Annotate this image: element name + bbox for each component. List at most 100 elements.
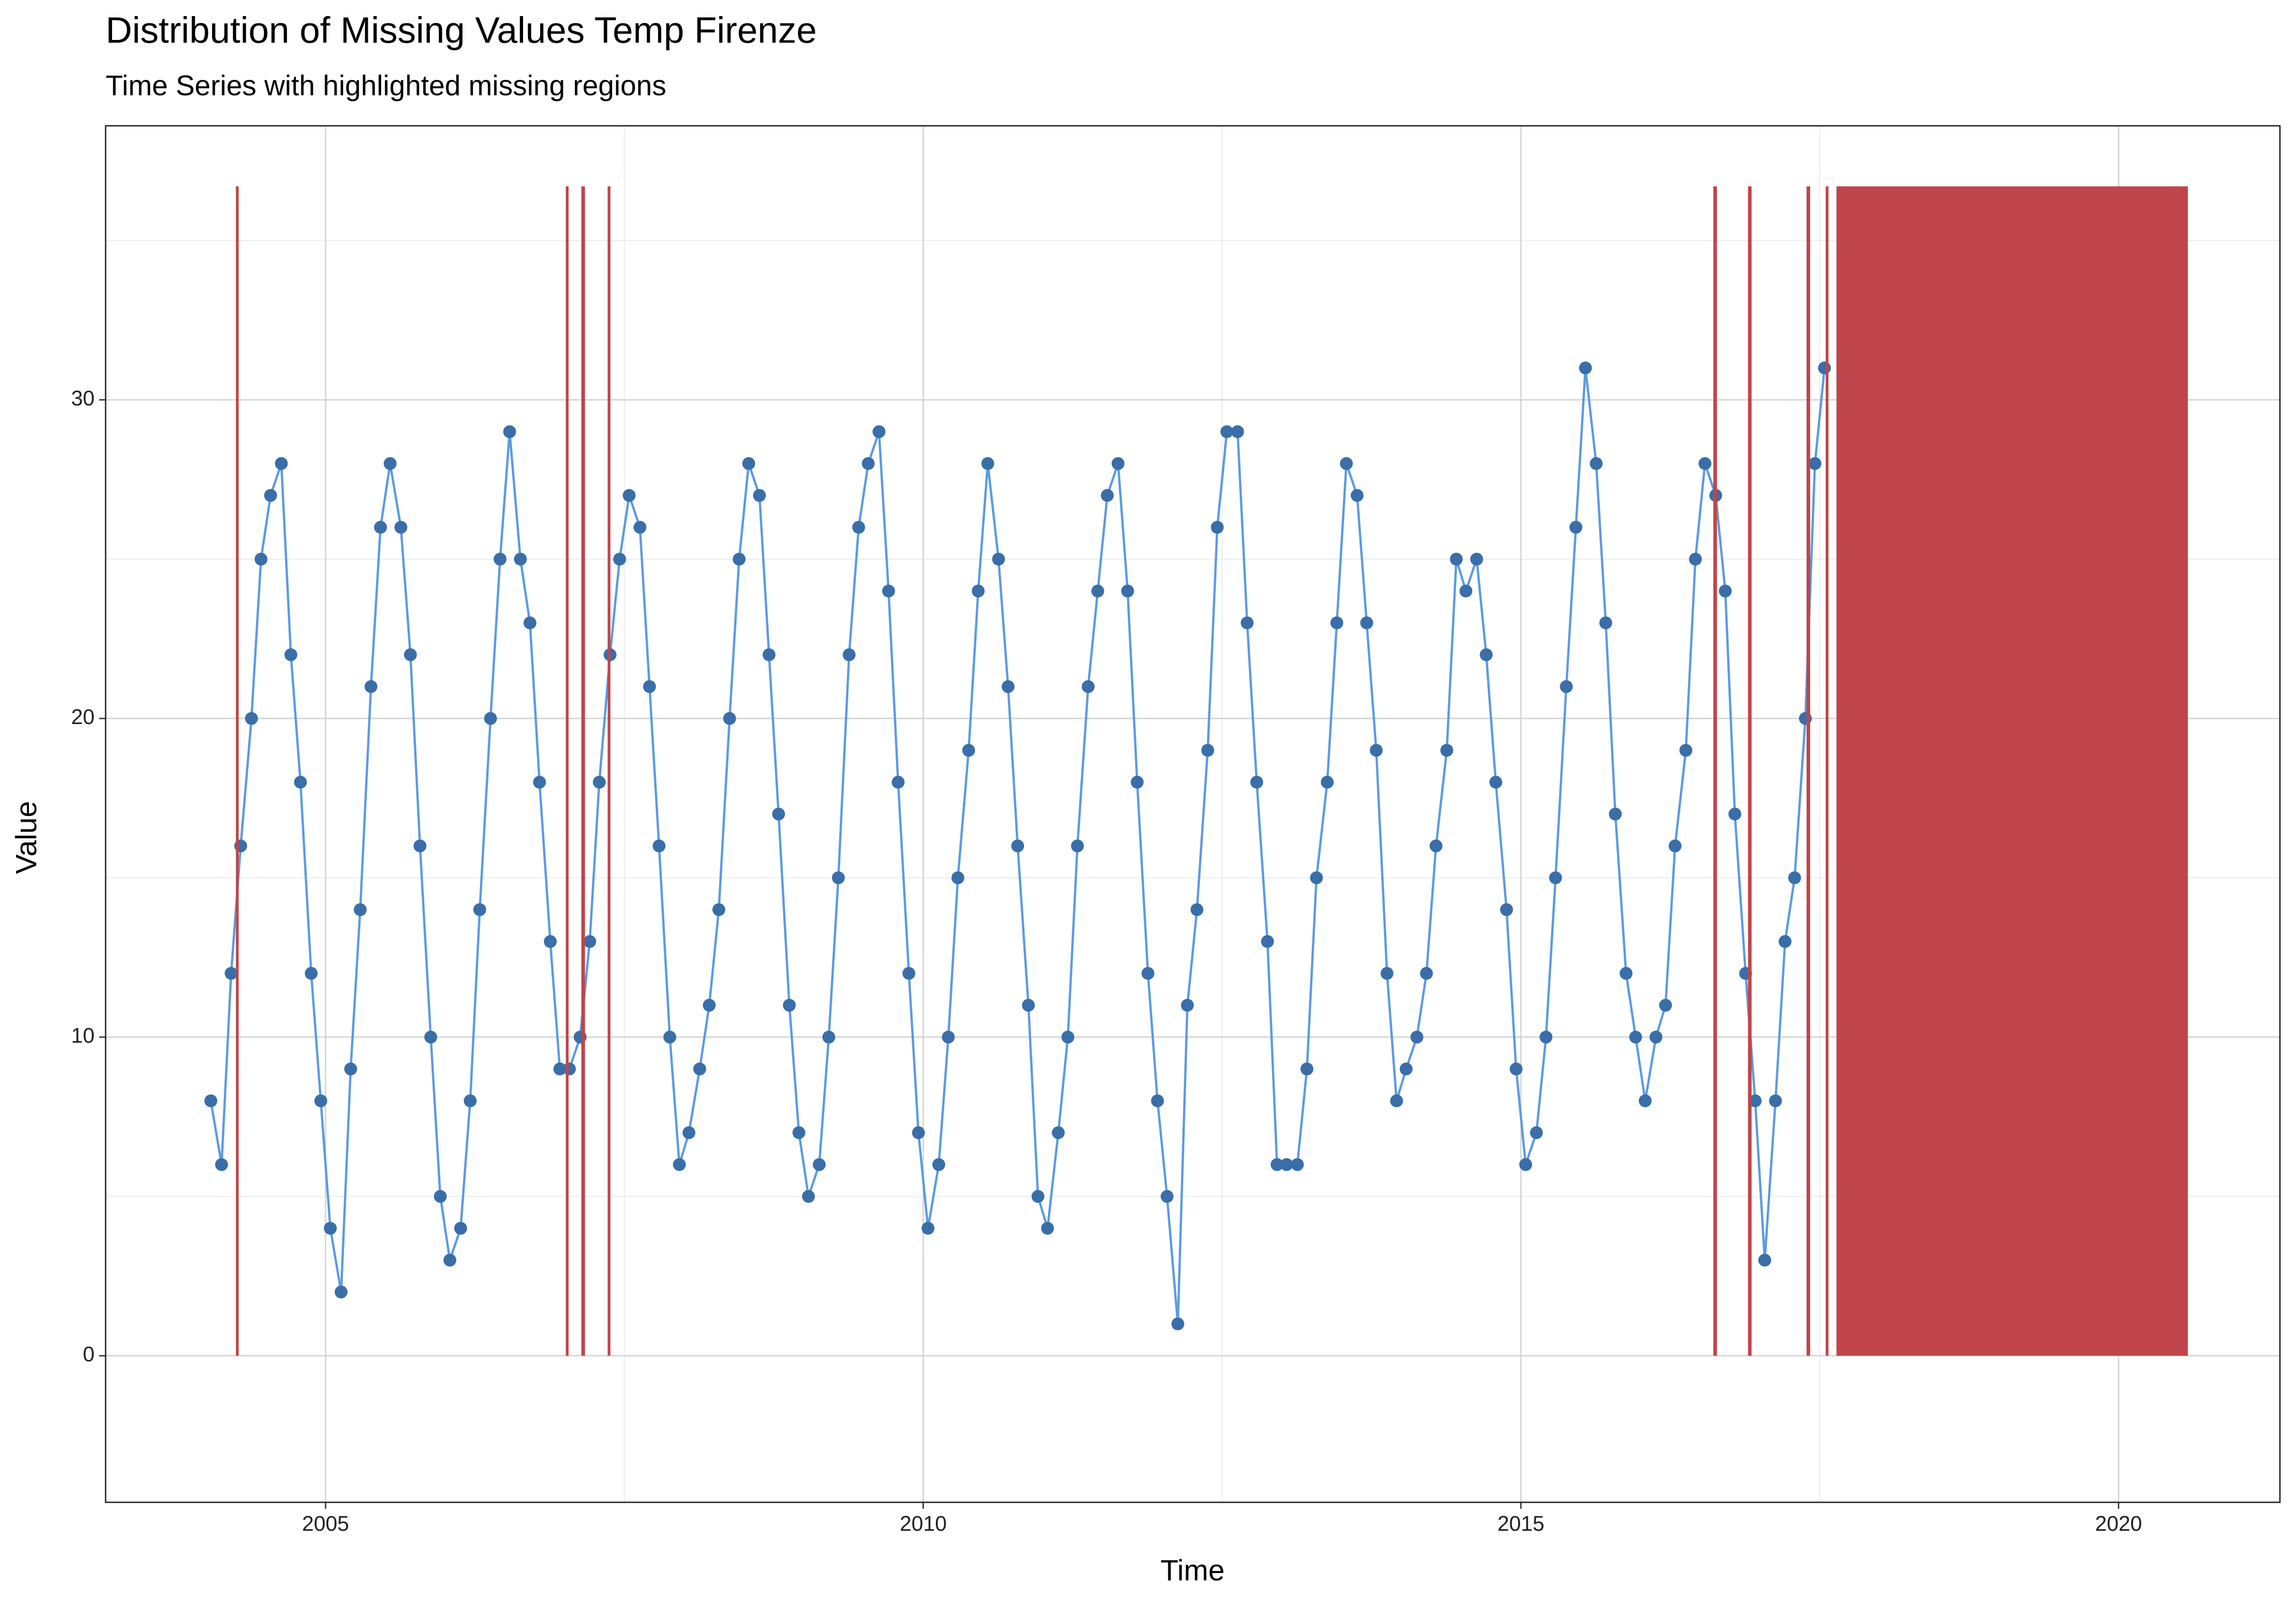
data-point [1011,839,1024,853]
data-point [443,1253,456,1267]
data-point [852,521,865,534]
data-point [1818,361,1831,375]
data-point [215,1158,228,1171]
data-point [1210,521,1224,534]
data-point [344,1062,357,1076]
data-point [1808,457,1822,470]
data-point [1261,935,1274,948]
missing-region [608,186,611,1356]
data-point [1022,999,1035,1012]
data-point [682,1126,696,1139]
missing-region [1713,186,1717,1356]
data-point [613,552,626,566]
data-point [1470,552,1483,566]
data-point [1131,775,1144,789]
data-point [972,584,985,598]
data-point [1569,521,1582,534]
data-point [1271,1158,1284,1171]
data-point [1380,966,1394,980]
data-point [1360,616,1373,629]
data-point [1091,584,1104,598]
data-point [832,871,845,884]
chart-subtitle: Time Series with highlighted missing reg… [106,70,666,101]
data-point [1689,552,1702,566]
data-point [1250,775,1263,789]
data-point [463,1094,477,1107]
missing-region [1836,186,2188,1356]
data-point [1629,1030,1642,1044]
data-point [891,775,905,789]
data-point [1549,871,1562,884]
data-point [1201,744,1215,757]
data-point [732,552,746,566]
data-point [354,903,367,916]
data-point [723,712,736,725]
data-point [1190,903,1204,916]
data-point [424,1030,438,1044]
data-point [1590,457,1603,470]
data-point [404,648,417,662]
data-point [514,552,527,566]
data-point [653,839,666,853]
data-point [693,1062,706,1076]
data-point [1151,1094,1164,1107]
data-point [314,1094,327,1107]
data-point [1300,1062,1314,1076]
data-point [583,935,597,948]
data-point [364,680,377,693]
data-point [772,808,785,820]
data-point [275,457,288,470]
data-point [204,1094,218,1107]
data-point [992,552,1005,566]
data-point [1480,648,1493,662]
data-point [1530,1126,1543,1139]
data-point [494,552,507,566]
data-point [1310,871,1323,884]
x-tick-label: 2005 [302,1511,349,1535]
data-point [1769,1094,1782,1107]
data-point [872,425,886,438]
data-point [523,616,537,629]
data-point [1698,457,1711,470]
data-point [544,935,557,948]
data-point [245,712,258,725]
y-tick-label: 10 [71,1023,95,1047]
data-point [1728,808,1741,820]
missing-region [236,186,239,1356]
data-point [1749,1094,1762,1107]
data-point [454,1222,467,1235]
data-point [712,903,726,916]
data-point [1041,1222,1054,1235]
data-point [1052,1126,1065,1139]
data-point [981,457,995,470]
data-point [1668,839,1682,853]
data-point [703,999,716,1012]
data-point [623,489,636,502]
data-point [1429,839,1443,853]
data-point [942,1030,955,1044]
data-point [663,1030,676,1044]
data-point [1459,584,1473,598]
data-point [1061,1030,1075,1044]
data-point [1111,457,1125,470]
data-point [1071,839,1084,853]
data-point [643,680,656,693]
data-point [1638,1094,1652,1107]
data-point [1440,744,1453,757]
data-point [1509,1062,1523,1076]
x-tick-label: 2015 [1497,1511,1544,1535]
panel-border [105,125,2281,1503]
data-point [882,584,895,598]
data-point [902,966,916,980]
data-point [1240,616,1254,629]
data-point [563,1062,576,1076]
data-point [932,1158,945,1171]
x-tick-label: 2020 [2095,1511,2142,1535]
data-point [1599,616,1612,629]
y-tick-label: 20 [71,705,95,729]
data-point [1231,425,1244,438]
data-point [921,1222,934,1235]
data-point [782,999,796,1012]
data-point [1788,871,1801,884]
